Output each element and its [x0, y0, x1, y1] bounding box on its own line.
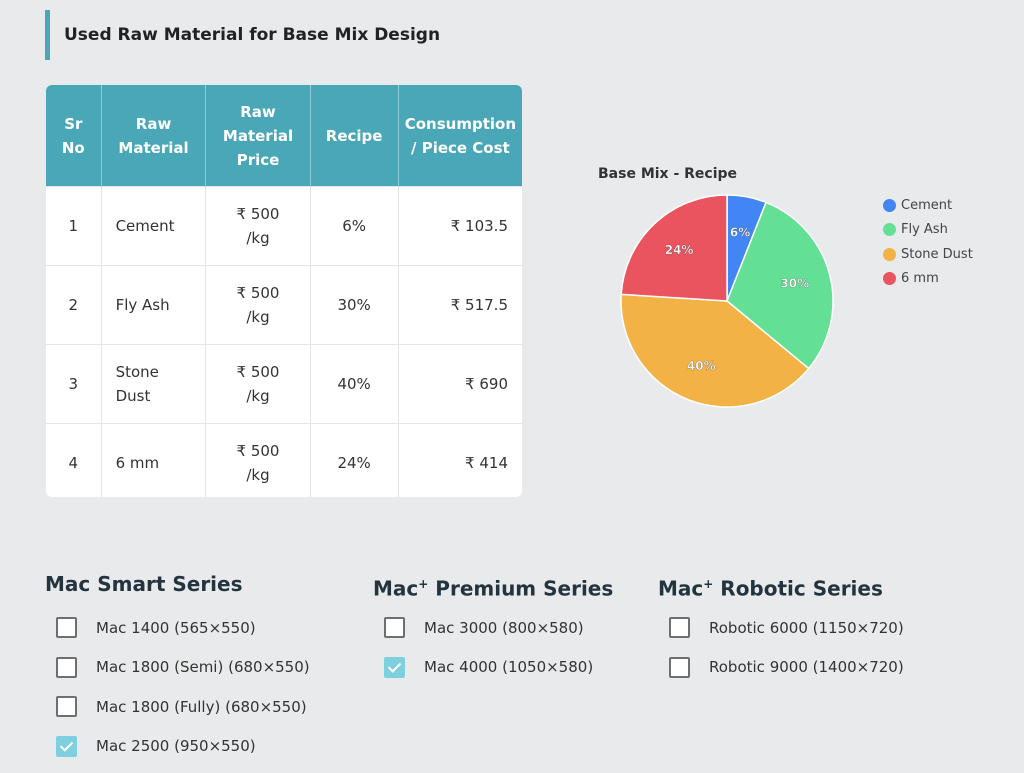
table-header-row: Sr No Raw Material Raw Material Price Recipe…: [46, 85, 522, 187]
header-consumption-cost: Consumption / Piece Cost: [398, 85, 522, 187]
chart-title: Base Mix - Recipe: [598, 166, 738, 182]
legend-swatch: [883, 272, 896, 286]
series-premium: Mac+ Premium Series Mac 3000 (800×580) Mac…: [373, 570, 613, 687]
pie-data-label: 6%: [730, 225, 750, 239]
series-option[interactable]: Mac 1400 (565×550): [56, 608, 310, 648]
legend-swatch: [883, 247, 896, 261]
checkbox[interactable]: [56, 617, 77, 639]
option-label[interactable]: Mac 2500 (950×550): [96, 737, 256, 756]
cell-cost: ₹ 414: [398, 423, 522, 497]
header-recipe: Recipe: [310, 85, 399, 187]
cell-raw-material: 6 mm: [101, 423, 207, 497]
cell-price: ₹ 500/kg: [205, 423, 311, 497]
legend-item: 6 mm: [883, 267, 973, 292]
legend-item: Fly Ash: [883, 218, 973, 243]
series-smart: Mac Smart Series Mac 1400 (565×550) Mac 18…: [45, 570, 310, 766]
cell-sr-no: 2: [46, 265, 102, 345]
recipe-pie-chart: 6% 30% 40% 24%: [620, 194, 834, 408]
legend-label: Fly Ash: [901, 222, 948, 238]
cell-recipe: 40%: [310, 344, 399, 424]
legend-item: Stone Dust: [883, 242, 973, 267]
checkbox[interactable]: [669, 617, 690, 639]
pie-data-label: 24%: [665, 243, 694, 257]
option-label[interactable]: Robotic 9000 (1400×720): [709, 658, 904, 677]
cell-sr-no: 4: [46, 423, 102, 497]
table-body: 1 Cement ₹ 500/kg 6% ₹ 103.5 2 Fly Ash ₹ 500/kg…: [46, 186, 522, 497]
header-raw-material: Raw Material: [101, 85, 207, 187]
raw-material-table-card: Sr No Raw Material Raw Material Price Recipe…: [46, 85, 522, 497]
series-option[interactable]: Mac 3000 (800×580): [384, 608, 613, 648]
cell-sr-no: 1: [46, 186, 102, 266]
legend-label: Cement: [901, 197, 953, 213]
pie-data-label: 30%: [780, 277, 809, 291]
legend-swatch: [883, 223, 896, 237]
legend-item: Cement: [883, 193, 973, 218]
cell-cost: ₹ 690: [398, 344, 522, 424]
header-sr-no: Sr No: [46, 85, 102, 187]
pie-slice-stone-dust: [620, 293, 810, 408]
option-label[interactable]: Mac 1800 (Fully) (680×550): [96, 697, 307, 716]
legend-swatch: [883, 198, 896, 212]
cell-raw-material: Cement: [101, 186, 207, 266]
series-title: Mac+ Robotic Series: [658, 576, 883, 601]
series-option[interactable]: Mac 4000 (1050×580): [384, 648, 613, 688]
series-option[interactable]: Robotic 9000 (1400×720): [669, 648, 904, 688]
option-label[interactable]: Mac 1800 (Semi) (680×550): [96, 658, 310, 677]
section-title: Used Raw Material for Base Mix Design: [45, 10, 440, 60]
checkbox[interactable]: [56, 696, 77, 718]
cell-price: ₹ 500/kg: [205, 186, 311, 266]
series-option[interactable]: Mac 2500 (950×550): [56, 727, 310, 767]
cell-raw-material: Fly Ash: [101, 265, 207, 345]
checkbox[interactable]: [384, 617, 405, 639]
pie-data-label: 40%: [687, 359, 716, 373]
option-label[interactable]: Mac 3000 (800×580): [424, 618, 584, 637]
series-title: Mac Smart Series: [45, 572, 243, 596]
legend-label: Stone Dust: [901, 246, 973, 262]
checkbox-checked[interactable]: [384, 656, 405, 678]
checkbox[interactable]: [56, 656, 77, 678]
legend-label: 6 mm: [901, 271, 939, 287]
cell-price: ₹ 500/kg: [205, 344, 311, 424]
option-label[interactable]: Robotic 6000 (1150×720): [709, 618, 904, 637]
cell-sr-no: 3: [46, 344, 102, 424]
table-row: 1 Cement ₹ 500/kg 6% ₹ 103.5: [46, 186, 522, 266]
cell-recipe: 30%: [310, 265, 399, 345]
header-raw-material-price: Raw Material Price: [205, 85, 311, 187]
series-option[interactable]: Mac 1800 (Semi) (680×550): [56, 648, 310, 688]
pie-slice-6-mm: [620, 194, 728, 302]
option-label[interactable]: Mac 4000 (1050×580): [424, 658, 594, 677]
raw-material-table: Sr No Raw Material Raw Material Price Recipe…: [46, 85, 522, 497]
cell-recipe: 6%: [310, 186, 399, 266]
checkbox-checked[interactable]: [56, 735, 77, 757]
series-option[interactable]: Mac 1800 (Fully) (680×550): [56, 687, 310, 727]
series-robotic: Mac+ Robotic Series Robotic 6000 (1150×72…: [658, 570, 904, 687]
checkbox[interactable]: [669, 656, 690, 678]
table-row: 3 Stone Dust ₹ 500/kg 40% ₹ 690: [46, 344, 522, 424]
cell-cost: ₹ 517.5: [398, 265, 522, 345]
cell-cost: ₹ 103.5: [398, 186, 522, 266]
pie-slice-fly-ash: [726, 201, 834, 370]
chart-legend: Cement Fly Ash Stone Dust 6 mm: [883, 193, 973, 291]
option-label[interactable]: Mac 1400 (565×550): [96, 618, 256, 637]
series-title: Mac+ Premium Series: [373, 576, 614, 601]
cell-raw-material: Stone Dust: [101, 344, 207, 424]
section-title-text: Used Raw Material for Base Mix Design: [64, 25, 441, 45]
table-row: 2 Fly Ash ₹ 500/kg 30% ₹ 517.5: [46, 265, 522, 345]
cell-price: ₹ 500/kg: [205, 265, 311, 345]
series-option[interactable]: Robotic 6000 (1150×720): [669, 608, 904, 648]
cell-recipe: 24%: [310, 423, 399, 497]
